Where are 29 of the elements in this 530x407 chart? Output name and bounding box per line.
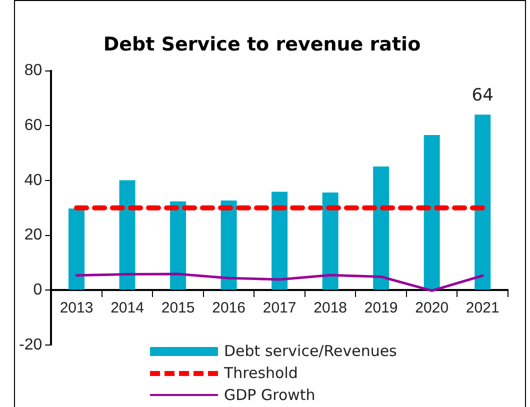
x-tick-label: 2020 bbox=[415, 299, 449, 316]
bar bbox=[220, 200, 237, 290]
legend-label: Threshold bbox=[224, 364, 298, 382]
x-tick-label: 2015 bbox=[161, 299, 195, 316]
bar bbox=[322, 192, 338, 290]
x-tick-label: 2018 bbox=[314, 299, 348, 316]
chart-title: Debt Service to revenue ratio bbox=[103, 33, 421, 56]
bar bbox=[373, 166, 390, 290]
x-tick-label: 2017 bbox=[262, 299, 296, 316]
legend-label: Debt service/Revenues bbox=[224, 342, 397, 360]
y-tick-label: 80 bbox=[24, 62, 42, 80]
y-tick-label: 20 bbox=[24, 226, 42, 244]
bar bbox=[474, 114, 491, 290]
x-tick-label: 2016 bbox=[212, 299, 246, 316]
data-label: 64 bbox=[472, 86, 494, 106]
bar bbox=[119, 180, 136, 290]
x-tick-label: 2021 bbox=[466, 299, 500, 316]
y-tick-label: 40 bbox=[24, 172, 42, 189]
x-tick-label: 2014 bbox=[110, 299, 144, 316]
bar bbox=[170, 201, 186, 290]
x-tick-label: 2013 bbox=[60, 299, 94, 316]
y-tick-label: 0 bbox=[33, 282, 42, 299]
bar bbox=[68, 208, 85, 290]
legend-label: GDP Growth bbox=[224, 386, 316, 404]
bar bbox=[272, 192, 288, 290]
x-tick-label: 2019 bbox=[364, 299, 398, 316]
y-tick-label: 60 bbox=[24, 117, 42, 134]
y-tick-label: -20 bbox=[19, 336, 42, 354]
bar bbox=[424, 134, 440, 290]
